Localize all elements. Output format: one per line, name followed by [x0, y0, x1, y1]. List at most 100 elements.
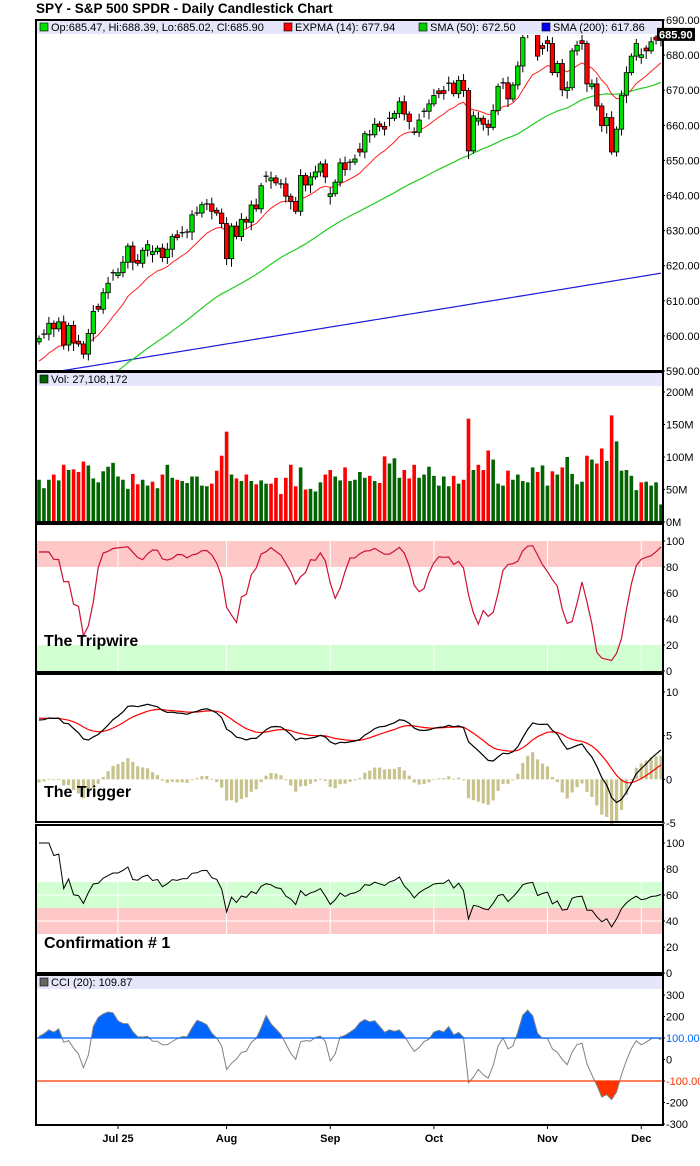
candle — [209, 197, 215, 220]
macd-histogram-bar — [303, 779, 308, 786]
candle — [61, 315, 67, 350]
candle-body — [381, 125, 388, 130]
volume-bar — [599, 448, 604, 522]
candle — [460, 74, 467, 97]
candle — [599, 103, 605, 132]
candle-body — [307, 176, 314, 186]
ohlc-legend: Op:685.47, Hi:688.39, Lo:685.02, Cl:685.… — [51, 22, 264, 34]
candle-body — [214, 209, 220, 214]
volume-bar — [511, 479, 515, 522]
volume-bar — [91, 478, 96, 522]
macd-histogram-bar — [511, 779, 515, 781]
macd-histogram-bar — [338, 779, 342, 785]
macd-histogram-bar — [229, 779, 234, 801]
candle — [510, 82, 516, 102]
macd-histogram-bar — [491, 779, 495, 801]
volume-swatch — [39, 374, 49, 384]
candle — [100, 288, 106, 314]
candle — [589, 79, 595, 90]
volume-bar — [446, 486, 451, 522]
macd-histogram-bar — [160, 779, 165, 781]
volume-bar — [506, 470, 510, 522]
macd-histogram-bar — [155, 775, 160, 780]
candle-body — [130, 245, 136, 263]
candle-body — [589, 83, 595, 88]
candle — [451, 80, 457, 97]
macd-histogram-bar — [402, 770, 406, 780]
volume-bar — [224, 431, 229, 522]
volume-bar — [540, 465, 545, 522]
macd-histogram-bar — [165, 779, 169, 783]
volume-bar — [456, 483, 461, 522]
macd-histogram-bar — [373, 767, 377, 780]
candle — [579, 35, 585, 50]
volume-legend: Vol: 27,108,172 — [37, 373, 662, 386]
candle — [559, 58, 565, 97]
candle-body — [169, 236, 175, 250]
candle — [169, 233, 175, 258]
candle-body — [564, 87, 570, 91]
macd-histogram-bar — [348, 779, 352, 782]
date-label: Sep — [320, 1133, 340, 1145]
macd-histogram-bar — [417, 779, 421, 785]
expma-legend: EXPMA (14): 677.94 — [295, 22, 395, 34]
volume-bar — [234, 478, 239, 522]
candle-body — [352, 158, 358, 163]
volume-bar — [550, 471, 555, 522]
macd-histogram-bar — [106, 771, 110, 780]
candle-body — [485, 123, 491, 128]
candle-body — [233, 225, 240, 237]
macd-histogram-bar — [605, 779, 609, 817]
candle-body — [396, 101, 402, 114]
candle-body — [633, 43, 639, 57]
axis-tick-label: 0 — [666, 1055, 672, 1067]
macd-histogram-bar — [585, 779, 589, 792]
candle — [327, 187, 333, 205]
candle-body — [273, 177, 279, 184]
volume-legend-background — [37, 373, 662, 386]
ohlc-swatch — [39, 22, 49, 32]
axis-tick-label: -300 — [666, 1119, 688, 1131]
candle — [628, 53, 634, 76]
macd-histogram-bar — [62, 779, 66, 786]
volume-bar — [525, 482, 530, 522]
axis-tick-label: 640.00 — [666, 191, 700, 203]
candle-body — [100, 292, 106, 310]
candle-body — [37, 337, 42, 343]
macd-histogram-bar — [180, 779, 184, 783]
volume-bar — [372, 481, 377, 522]
volume-bar — [81, 461, 86, 522]
candle-body — [61, 321, 67, 346]
price-panel-border — [35, 19, 664, 372]
volume-bar — [535, 471, 540, 522]
candle-body — [253, 204, 259, 210]
axis-tick-label: 100.00 — [666, 1033, 700, 1045]
volume-bar — [165, 464, 170, 522]
volume-bar — [644, 481, 648, 522]
candle-body — [312, 171, 319, 178]
macd-histogram-bar — [590, 779, 594, 797]
volume-bar — [106, 466, 110, 522]
candle — [337, 158, 343, 187]
axis-tick-label: 20 — [666, 942, 678, 954]
macd-histogram-bar — [200, 776, 204, 780]
trigger-panel-label: The Trigger — [44, 784, 131, 801]
macd-histogram-bar — [146, 768, 150, 780]
axis-tick-label: 40 — [666, 614, 678, 626]
candle — [288, 193, 294, 210]
candle-body — [510, 84, 516, 100]
candle-body — [115, 272, 121, 276]
candle-body — [238, 218, 244, 237]
volume-bar — [135, 484, 140, 522]
candle — [302, 172, 309, 192]
candle — [37, 335, 42, 345]
candle-body — [372, 123, 378, 136]
macd-histogram-bar — [111, 765, 115, 780]
candle-body — [154, 247, 161, 253]
volume-bar — [200, 485, 204, 522]
volume-bar — [461, 479, 466, 522]
volume-bar — [298, 467, 303, 522]
axis-tick-label: 610.00 — [666, 296, 700, 308]
candle — [204, 199, 210, 211]
macd-histogram-bar — [452, 778, 456, 780]
